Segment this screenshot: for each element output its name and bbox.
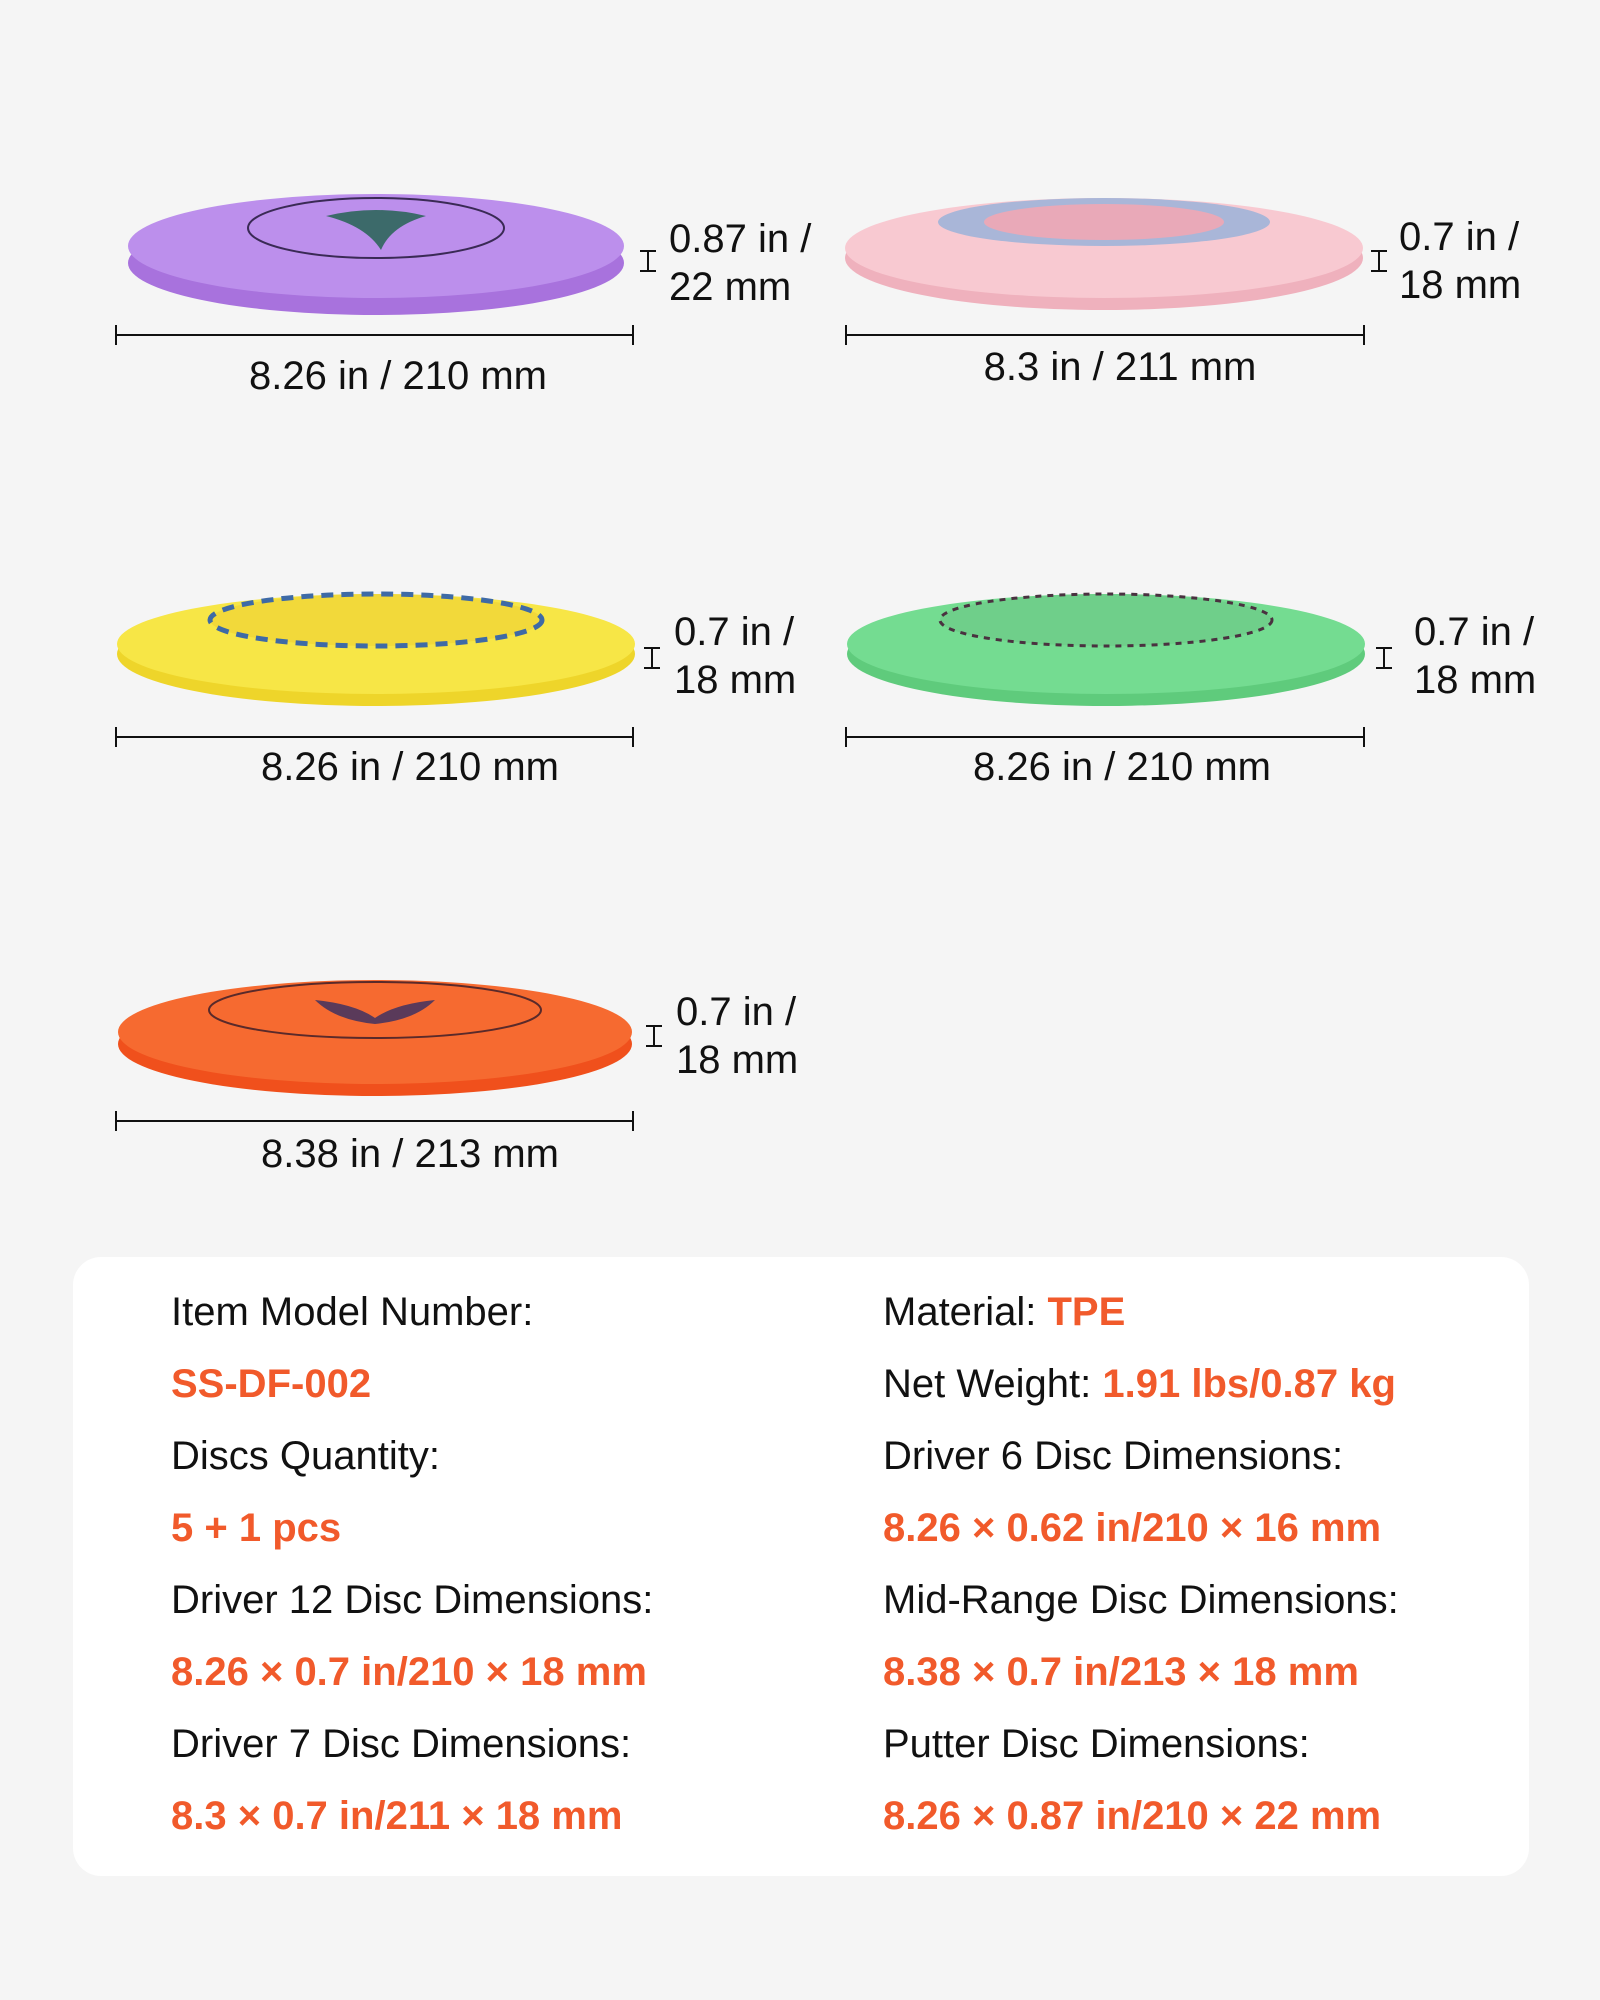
- spec-value: 8.26 × 0.7 in/210 × 18 mm: [171, 1650, 647, 1694]
- spec-row: 5 + 1 pcs: [171, 1504, 341, 1552]
- putter-height-marker: [640, 250, 656, 272]
- driver-7-height-label: 0.7 in /18 mm: [1399, 213, 1521, 309]
- spec-label: Driver 6 Disc Dimensions:: [883, 1434, 1344, 1478]
- driver-7-width-label: 8.3 in / 211 mm: [983, 345, 1257, 389]
- mid-range-height-line1: 0.7 in /: [676, 990, 797, 1034]
- spec-row: Putter Disc Dimensions:: [883, 1720, 1310, 1768]
- spec-panel: Item Model Number: SS-DF-002 Discs Quantit…: [73, 1257, 1529, 1876]
- driver-12-height-line1: 0.7 in /: [674, 610, 795, 654]
- driver-6-height-marker: [1376, 647, 1392, 669]
- driver-12-disc-image: [117, 591, 635, 706]
- spec-value: 1.91 lbs/0.87 kg: [1102, 1362, 1396, 1406]
- spec-label: Material:: [883, 1290, 1048, 1334]
- spec-label: Putter Disc Dimensions:: [883, 1722, 1310, 1766]
- spec-row: 8.26 × 0.62 in/210 × 16 mm: [883, 1504, 1381, 1552]
- driver-12-width-ruler: [115, 727, 634, 747]
- driver-7-width-ruler: [845, 325, 1365, 345]
- spec-row: Net Weight: 1.91 lbs/0.87 kg: [883, 1360, 1396, 1408]
- driver-6-height-label: 0.7 in /18 mm: [1414, 608, 1536, 704]
- spec-row: 8.26 × 0.7 in/210 × 18 mm: [171, 1648, 647, 1696]
- putter-height-label: 0.87 in /22 mm: [669, 215, 811, 311]
- driver-7-height-line1: 0.7 in /: [1399, 215, 1520, 259]
- spec-label: Discs Quantity:: [171, 1434, 440, 1478]
- spec-row: Driver 7 Disc Dimensions:: [171, 1720, 631, 1768]
- driver-7-height-marker: [1371, 250, 1387, 272]
- spec-row: Discs Quantity:: [171, 1432, 440, 1480]
- spec-value: SS-DF-002: [171, 1362, 372, 1406]
- spec-row: SS-DF-002: [171, 1360, 371, 1408]
- spec-row: 8.3 × 0.7 in/211 × 18 mm: [171, 1792, 622, 1840]
- driver-12-height-line2: 18 mm: [674, 658, 797, 702]
- spec-row: Driver 6 Disc Dimensions:: [883, 1432, 1343, 1480]
- spec-label: Mid-Range Disc Dimensions:: [883, 1578, 1399, 1622]
- putter-height-line2: 22 mm: [669, 265, 792, 309]
- driver-12-height-marker: [644, 647, 660, 669]
- putter-width-ruler: [115, 325, 634, 345]
- spec-value: 8.38 × 0.7 in/213 × 18 mm: [883, 1650, 1359, 1694]
- mid-range-height-line2: 18 mm: [676, 1038, 799, 1082]
- mid-range-width-ruler: [115, 1111, 634, 1131]
- mid-range-height-label: 0.7 in /18 mm: [676, 988, 798, 1084]
- spec-label: Net Weight:: [883, 1362, 1103, 1406]
- spec-label: Item Model Number:: [171, 1290, 534, 1334]
- spec-value: 8.3 × 0.7 in/211 × 18 mm: [171, 1794, 623, 1838]
- driver-6-width-label: 8.26 in / 210 mm: [973, 745, 1271, 789]
- mid-range-disc-image: [118, 980, 632, 1096]
- spec-row: Material: TPE: [883, 1288, 1125, 1336]
- spec-value: TPE: [1047, 1290, 1126, 1334]
- spec-label: Driver 7 Disc Dimensions:: [171, 1722, 632, 1766]
- spec-value: 5 + 1 pcs: [171, 1506, 342, 1550]
- mid-range-width-label: 8.38 in / 213 mm: [261, 1132, 559, 1176]
- putter-width-label: 8.26 in / 210 mm: [249, 354, 547, 398]
- driver-12-height-label: 0.7 in /18 mm: [674, 608, 796, 704]
- driver-6-width-ruler: [845, 727, 1365, 747]
- spec-label: Driver 12 Disc Dimensions:: [171, 1578, 654, 1622]
- driver-6-disc-image: [847, 592, 1365, 706]
- driver-6-height-line1: 0.7 in /: [1414, 610, 1535, 654]
- spec-row: Mid-Range Disc Dimensions:: [883, 1576, 1399, 1624]
- mid-range-height-marker: [646, 1025, 662, 1047]
- driver-12-width-label: 8.26 in / 210 mm: [261, 745, 559, 789]
- spec-row: Item Model Number:: [171, 1288, 533, 1336]
- putter-height-line1: 0.87 in /: [669, 217, 812, 261]
- driver-6-height-line2: 18 mm: [1414, 658, 1537, 702]
- putter-disc-image: [128, 194, 624, 315]
- spec-value: 8.26 × 0.87 in/210 × 22 mm: [883, 1794, 1382, 1838]
- spec-row: 8.38 × 0.7 in/213 × 18 mm: [883, 1648, 1359, 1696]
- spec-value: 8.26 × 0.62 in/210 × 16 mm: [883, 1506, 1382, 1550]
- spec-row: Driver 12 Disc Dimensions:: [171, 1576, 653, 1624]
- spec-row: 8.26 × 0.87 in/210 × 22 mm: [883, 1792, 1381, 1840]
- driver-7-disc-image: [845, 198, 1363, 310]
- driver-7-height-line2: 18 mm: [1399, 263, 1522, 307]
